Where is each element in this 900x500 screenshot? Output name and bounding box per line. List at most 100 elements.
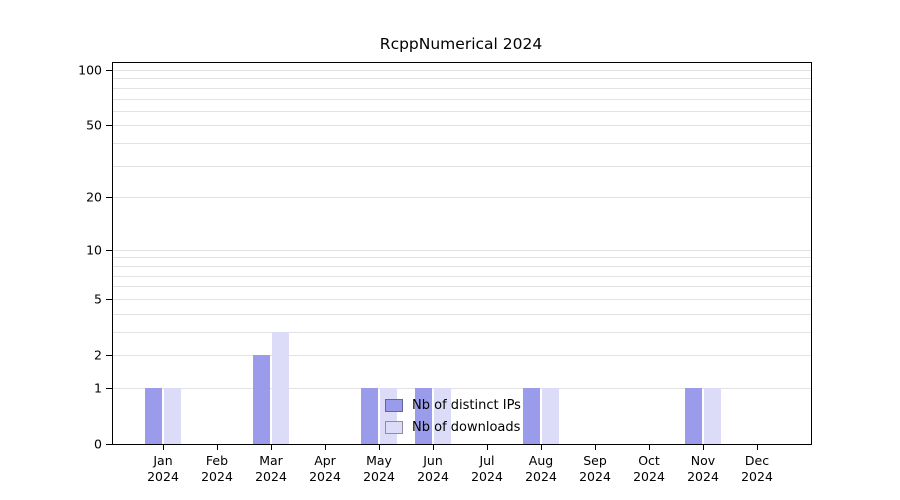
year-label: 2024	[255, 469, 287, 484]
y-tick-label: 5	[94, 291, 102, 307]
y-tick-mark	[106, 249, 113, 251]
month-label: Feb	[205, 453, 229, 468]
plot-area: Nb of distinct IPs Nb of downloads 0 1 2 5 10…	[78, 62, 812, 484]
legend: Nb of distinct IPs Nb of downloads	[385, 394, 521, 438]
year-label: 2024	[417, 469, 449, 484]
year-label: 2024	[687, 469, 719, 484]
x-tick-mark	[703, 444, 704, 450]
year-label: 2024	[633, 469, 665, 484]
year-label: 2024	[201, 469, 233, 484]
bar-distinct-ips	[415, 387, 432, 444]
x-tick-label: Sep 2024	[579, 453, 611, 485]
x-tick-label: Apr 2024	[309, 453, 341, 485]
x-tick-label: Mar 2024	[255, 453, 287, 485]
x-tick-label: Jan 2024	[147, 453, 179, 485]
y-gridline	[113, 286, 811, 288]
y-gridline	[113, 87, 811, 89]
bar-downloads	[704, 387, 721, 444]
x-tick-mark	[541, 444, 542, 450]
month-label: Dec	[744, 453, 770, 468]
bar-downloads	[542, 387, 559, 444]
bar-distinct-ips	[145, 387, 162, 444]
year-label: 2024	[309, 469, 341, 484]
y-tick-mark	[106, 125, 113, 127]
month-label: Sep	[583, 453, 607, 468]
legend-row: Nb of distinct IPs	[385, 394, 521, 416]
y-tick-mark	[106, 387, 113, 389]
year-label: 2024	[471, 469, 503, 484]
x-tick-mark	[163, 444, 164, 450]
y-gridline	[113, 78, 811, 80]
legend-label: Nb of distinct IPs	[412, 397, 521, 413]
x-tick-label: Jul 2024	[471, 453, 503, 485]
x-tick-label: Nov 2024	[687, 453, 719, 485]
month-label: Jul	[479, 453, 495, 468]
x-tick-label: Feb 2024	[201, 453, 233, 485]
y-tick-label: 20	[86, 189, 102, 205]
x-tick-mark	[487, 444, 488, 450]
y-gridline	[113, 355, 811, 356]
bar-downloads	[164, 387, 181, 444]
month-label: Jan	[153, 453, 173, 468]
y-tick-mark	[106, 355, 113, 356]
bar-distinct-ips	[253, 355, 270, 444]
y-gridline	[113, 125, 811, 127]
y-gridline	[113, 265, 811, 267]
y-gridline	[113, 70, 811, 71]
month-label: Oct	[638, 453, 660, 468]
y-gridline	[113, 249, 811, 251]
x-tick-label: May 2024	[363, 453, 395, 485]
x-tick-mark	[649, 444, 650, 450]
year-label: 2024	[147, 469, 179, 484]
x-tick-label: Oct 2024	[633, 453, 665, 485]
y-gridline	[113, 165, 811, 167]
bar-distinct-ips	[361, 387, 378, 444]
y-tick-mark	[106, 197, 113, 199]
legend-label: Nb of downloads	[412, 419, 521, 435]
month-label: Nov	[690, 453, 716, 468]
y-tick-mark	[106, 444, 113, 445]
bar-distinct-ips	[685, 387, 702, 444]
month-label: Aug	[528, 453, 554, 468]
year-label: 2024	[363, 469, 395, 484]
x-tick-mark	[217, 444, 218, 450]
x-tick-mark	[379, 444, 380, 450]
y-tick-label: 100	[78, 62, 102, 78]
y-gridline	[113, 387, 811, 389]
x-tick-mark	[433, 444, 434, 450]
y-gridline	[113, 275, 811, 277]
legend-row: Nb of downloads	[385, 416, 521, 438]
x-tick-label: Dec 2024	[741, 453, 773, 485]
year-label: 2024	[741, 469, 773, 484]
y-gridline	[113, 313, 811, 315]
y-tick-label: 10	[86, 242, 102, 258]
bar-distinct-ips	[523, 387, 540, 444]
y-gridline	[113, 257, 811, 259]
x-tick-label: Aug 2024	[525, 453, 557, 485]
x-tick-label: Jun 2024	[417, 453, 449, 485]
chart-title: RcppNumerical 2024	[379, 35, 543, 53]
year-label: 2024	[525, 469, 557, 484]
x-tick-mark	[595, 444, 596, 450]
y-gridline	[113, 197, 811, 199]
bar-downloads	[272, 331, 289, 444]
legend-swatch-distinct-ips	[385, 398, 403, 412]
y-gridline	[113, 331, 811, 333]
month-label: May	[366, 453, 392, 468]
y-tick-label: 1	[94, 380, 102, 396]
month-label: Apr	[314, 453, 336, 468]
y-tick-label: 0	[94, 436, 102, 452]
x-tick-mark	[271, 444, 272, 450]
y-gridline	[113, 298, 811, 300]
bar-downloads	[434, 387, 451, 444]
month-label: Mar	[259, 453, 283, 468]
x-tick-mark	[757, 444, 758, 450]
y-tick-mark	[106, 298, 113, 300]
y-gridline	[113, 110, 811, 112]
month-label: Jun	[423, 453, 443, 468]
y-gridline	[113, 143, 811, 145]
legend-swatch-downloads	[385, 420, 403, 434]
year-label: 2024	[579, 469, 611, 484]
y-tick-mark	[106, 70, 113, 71]
